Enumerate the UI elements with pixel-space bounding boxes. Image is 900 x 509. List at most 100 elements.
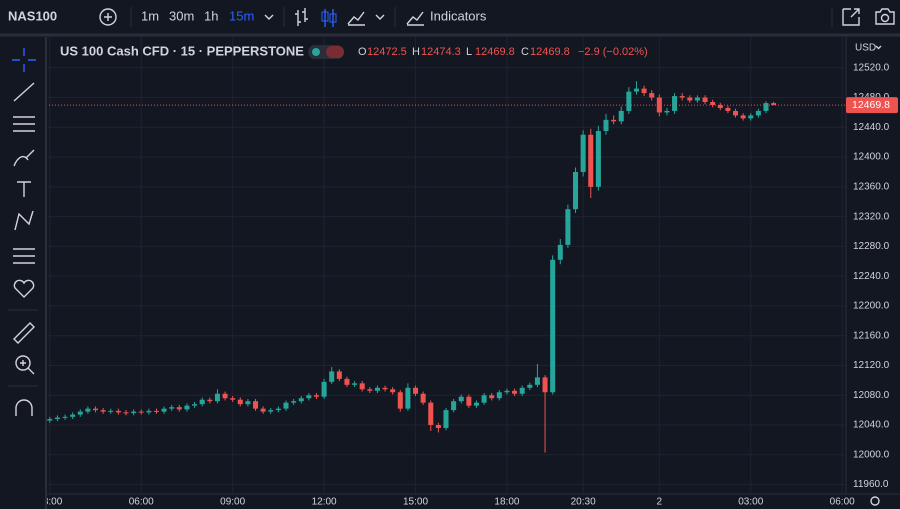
candle-body (222, 393, 228, 399)
candle-body (405, 387, 411, 409)
candle-body (146, 410, 152, 413)
zoom-tool[interactable] (15, 355, 31, 371)
screenshot-button[interactable] (875, 8, 895, 25)
candle-body (70, 414, 76, 417)
interval-button[interactable]: 30m (169, 8, 194, 23)
candle-body (298, 398, 304, 402)
candle-body (512, 390, 518, 394)
candle-body (207, 399, 213, 402)
candle-body (336, 371, 342, 379)
x-tick-label: 15:00 (403, 497, 428, 508)
candle-body (245, 401, 251, 405)
settings-button[interactable] (870, 496, 880, 506)
x-tick-label: 06:00 (129, 497, 154, 508)
interval-button-active[interactable]: 15m (229, 8, 254, 23)
candle-body (755, 110, 761, 116)
candle-body (283, 402, 289, 409)
indicators-button[interactable]: Indicators (430, 8, 487, 23)
candle-body (588, 134, 594, 187)
brush-tool[interactable] (13, 149, 35, 167)
candle-body (184, 405, 190, 410)
area-style[interactable] (347, 11, 365, 26)
add-symbol-button[interactable] (99, 8, 117, 26)
candle-body (131, 411, 137, 414)
candle-body (771, 103, 777, 106)
candle-body (321, 381, 327, 397)
candle-body (641, 88, 647, 94)
trend-line-tool[interactable] (13, 82, 35, 102)
candle-body (47, 419, 53, 421)
candle-body (153, 410, 159, 412)
candle-body (428, 402, 434, 426)
x-tick-label: 20:30 (571, 497, 596, 508)
candle-body (458, 396, 464, 402)
candle-body (573, 171, 579, 210)
candle-body (138, 411, 144, 413)
candle-body (374, 387, 380, 391)
candles-style-icon (321, 11, 329, 22)
candle-body (542, 377, 548, 393)
indicators-icon[interactable] (406, 11, 424, 26)
candle-body (115, 410, 121, 413)
candle-body (344, 378, 350, 385)
favorites-tool[interactable] (13, 279, 35, 298)
candle-body (413, 387, 419, 394)
last-price-badge (846, 97, 898, 114)
y-tick-label: 12040.0 (853, 420, 890, 431)
candle-body (230, 398, 236, 400)
candle-body (687, 97, 693, 101)
candle-body (352, 383, 358, 385)
candle-body (451, 401, 457, 411)
symbol[interactable]: NAS100 (8, 8, 57, 23)
interval-dropdown[interactable] (264, 14, 274, 20)
candle-body (329, 371, 335, 382)
legend-value: 12469.8 (475, 46, 515, 58)
fib-tool[interactable] (13, 116, 35, 132)
bars-style[interactable] (295, 8, 308, 26)
candle-body (672, 96, 678, 111)
candle-body (275, 408, 281, 411)
share-button[interactable] (842, 8, 860, 26)
candle-body (382, 387, 388, 390)
candle-body (62, 416, 68, 418)
candle-body (420, 393, 426, 403)
candle-body (85, 408, 91, 412)
text-tool[interactable] (17, 181, 31, 197)
candle-body (557, 244, 563, 260)
candle-body (237, 399, 243, 405)
candle-body (710, 102, 716, 105)
magnet-tool[interactable] (15, 399, 33, 416)
candle-body (169, 407, 175, 409)
y-tick-label: 12360.0 (853, 181, 890, 192)
candle-body (740, 115, 746, 119)
currency[interactable]: USD (855, 43, 876, 54)
y-tick-label: 12120.0 (853, 360, 890, 371)
legend-value: 12469.8 (530, 46, 570, 58)
candle-body (359, 383, 365, 390)
crosshair-tool[interactable] (12, 48, 36, 72)
y-tick-label: 12440.0 (853, 122, 890, 133)
style-dropdown[interactable] (375, 14, 385, 20)
candle-body (649, 93, 655, 98)
legend-value: 12472.5 (367, 46, 407, 58)
legend-title: US 100 Cash CFD · 15 · PEPPERSTONE (60, 43, 304, 58)
candle-body (550, 259, 556, 393)
candle-body (192, 404, 198, 406)
candle-body (725, 107, 731, 111)
candle-body (489, 395, 495, 399)
measure-tool[interactable] (13, 322, 35, 344)
interval-button[interactable]: 1m (141, 8, 159, 23)
candle-body (611, 119, 617, 122)
x-tick-label: 2 (657, 497, 663, 508)
interval-button[interactable]: 1h (204, 8, 218, 23)
candle-body (496, 392, 502, 399)
prediction-tool[interactable] (13, 248, 35, 264)
candle-body (268, 410, 274, 412)
candle-body (633, 88, 639, 92)
currency-dropdown[interactable] (875, 45, 882, 50)
candle-body (481, 395, 487, 403)
top-toolbar (0, 0, 900, 35)
candle-body (397, 392, 403, 409)
pattern-tool[interactable] (14, 210, 34, 231)
